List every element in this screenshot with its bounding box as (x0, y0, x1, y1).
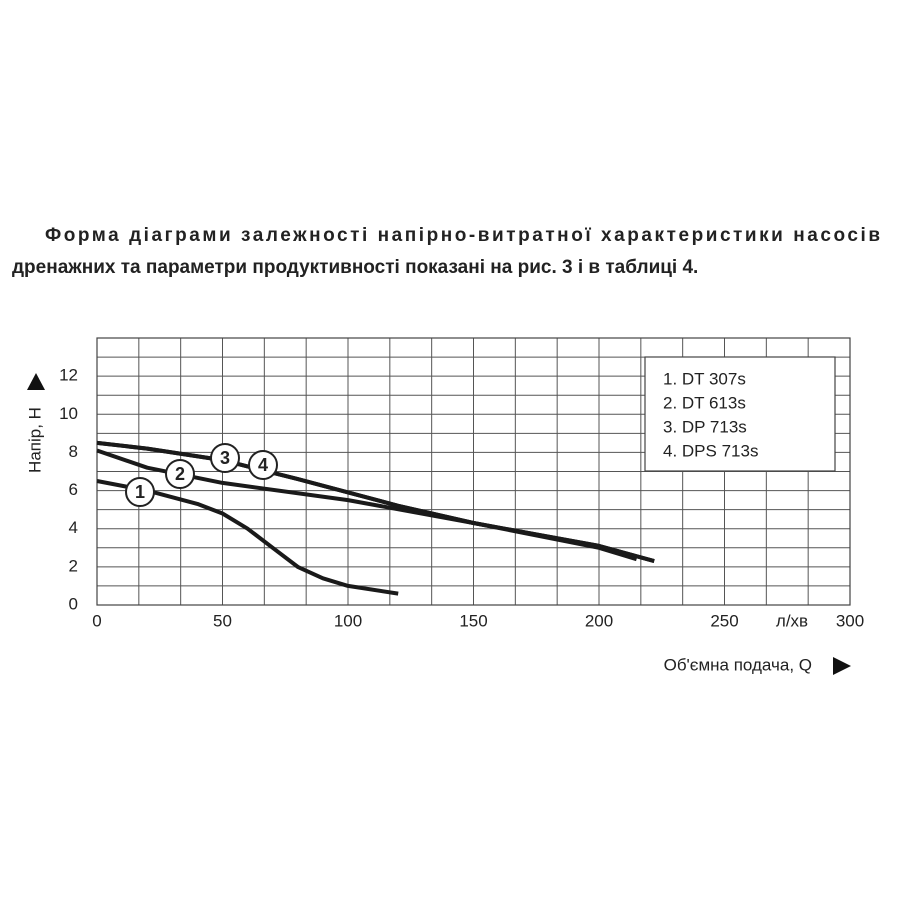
series-line (96, 440, 655, 564)
x-tick-label: 150 (459, 611, 487, 630)
x-tick-label: 300 (836, 611, 864, 630)
y-tick-label: 6 (69, 480, 78, 499)
x-arrow (833, 657, 851, 675)
y-arrow (27, 373, 45, 390)
x-tick-label: 250 (710, 611, 738, 630)
x-unit: л/хв (776, 611, 808, 630)
x-tick-label: 0 (92, 611, 101, 630)
curve-marker (165, 459, 195, 489)
x-axis-label: Об'ємна подача, Q (664, 655, 812, 674)
legend-entry: 1. DT 307s (663, 369, 746, 388)
x-tick-label: 100 (334, 611, 362, 630)
curve-marker (210, 443, 240, 473)
legend-entry: 3. DP 713s (663, 417, 747, 436)
curve-marker (125, 477, 155, 507)
y-tick-label: 8 (69, 442, 78, 461)
y-tick-label: 10 (59, 404, 78, 423)
y-tick-label: 4 (69, 518, 78, 537)
plot-frame (96, 337, 851, 606)
legend (644, 356, 836, 472)
curve-marker-label: 1 (135, 482, 145, 502)
curve-marker-label: 3 (220, 448, 230, 468)
series-line (96, 479, 399, 596)
y-axis-label: Напір, Н (25, 407, 44, 473)
y-tick-label: 0 (69, 594, 78, 613)
legend-entry: 2. DT 613s (663, 393, 746, 412)
curve-marker-label: 2 (175, 464, 185, 484)
legend-entry: 4. DPS 713s (663, 441, 758, 460)
curve-marker-label: 4 (258, 455, 268, 475)
y-tick-label: 12 (59, 366, 78, 385)
y-tick-label: 2 (69, 556, 78, 575)
curve-marker (248, 450, 278, 480)
x-tick-label: 200 (585, 611, 613, 630)
caption-line: Форма діаграми залежності напірно-витрат… (45, 225, 880, 246)
x-tick-label: 50 (213, 611, 232, 630)
caption-line: дренажних та параметри продуктивності по… (12, 257, 698, 278)
